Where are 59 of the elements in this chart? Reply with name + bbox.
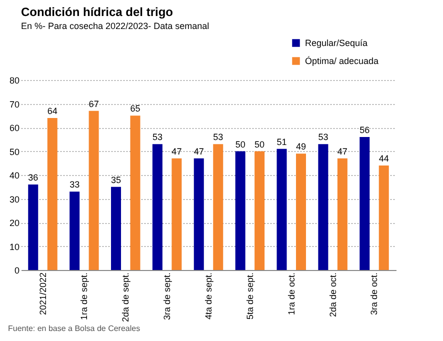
data-label: 67	[88, 98, 99, 109]
data-label: 50	[254, 139, 265, 150]
data-label: 64	[47, 106, 58, 116]
legend-label: Regular/Sequía	[305, 38, 368, 48]
data-label: 56	[360, 125, 370, 135]
bar	[111, 186, 122, 270]
data-label: 33	[70, 180, 80, 190]
bar	[172, 158, 182, 270]
data-label: 36	[28, 172, 38, 182]
data-label: 53	[213, 132, 224, 142]
bar	[70, 192, 80, 270]
data-label: 49	[296, 142, 306, 152]
x-tick-label: 4ta de sept.	[204, 272, 214, 320]
bar	[88, 110, 99, 270]
x-tick-label: 1ra de oct.	[286, 272, 296, 316]
data-label: 47	[337, 146, 348, 156]
y-tick-label: 40	[9, 170, 20, 180]
bar	[254, 151, 265, 270]
bar	[28, 184, 38, 270]
bar	[318, 144, 328, 270]
bar	[378, 166, 389, 270]
y-tick-label: 70	[9, 99, 20, 110]
source-note: Fuente: en base a Bolsa de Cereales	[8, 324, 140, 333]
x-tick-label: 3ra de sept.	[162, 272, 172, 320]
bar	[360, 137, 370, 270]
bar	[213, 144, 224, 270]
bar	[194, 158, 204, 270]
x-tick-label: 2da de sept.	[120, 272, 131, 322]
data-label: 53	[152, 132, 162, 142]
y-tick-label: 30	[9, 194, 20, 204]
y-tick-label: 50	[9, 146, 20, 157]
data-label: 44	[378, 154, 389, 164]
bar	[296, 154, 306, 270]
x-tick-label: 2021/2022	[38, 272, 48, 316]
x-tick-label: 3ra de oct.	[369, 272, 380, 316]
y-tick-label: 0	[14, 266, 20, 276]
chart-title: Condición hídrica del trigo	[21, 5, 174, 19]
bar	[235, 151, 246, 270]
x-tick-label: 1ra de sept.	[79, 272, 90, 320]
y-tick-label: 10	[9, 242, 20, 252]
legend-label: Óptima/ adecuada	[305, 56, 379, 66]
data-label: 35	[111, 174, 122, 185]
x-tick-label: 5ta de sept.	[244, 272, 255, 320]
bar	[276, 148, 287, 270]
data-label: 65	[130, 104, 140, 114]
chart-subtitle: En %- Para cosecha 2022/2023- Data semanal	[21, 21, 210, 31]
y-tick-label: 80	[9, 76, 20, 86]
data-label: 51	[276, 136, 287, 147]
data-label: 50	[235, 139, 246, 150]
data-label: 47	[172, 146, 182, 156]
y-tick-label: 60	[9, 123, 20, 133]
bar	[152, 144, 162, 270]
y-tick-label: 20	[9, 218, 20, 228]
data-label: 53	[318, 132, 328, 142]
data-label: 47	[194, 146, 204, 156]
bar	[130, 116, 140, 270]
x-tick-label: 2da de oct.	[328, 272, 338, 318]
bar	[47, 118, 58, 270]
bar	[337, 158, 348, 270]
